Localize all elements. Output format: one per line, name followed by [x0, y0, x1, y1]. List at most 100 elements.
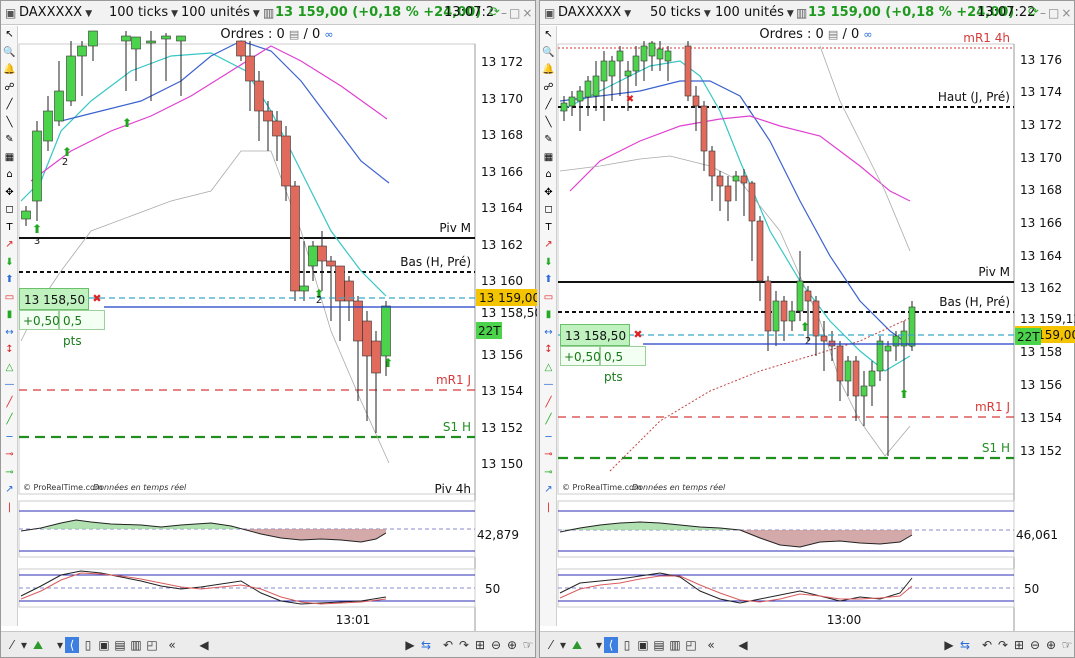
text-icon[interactable]: T	[545, 221, 552, 233]
arrow-icon[interactable]: ↗	[544, 239, 553, 250]
units-selector[interactable]: 100 unités ▼	[715, 4, 794, 22]
list-icon[interactable]: ▤	[114, 638, 126, 652]
zoom-icon[interactable]: 🔍	[542, 46, 555, 58]
fill-icon[interactable]: ▮	[545, 309, 552, 320]
link-icon[interactable]: ∞	[863, 28, 873, 41]
table-icon[interactable]: ▥	[669, 638, 681, 652]
list-icon[interactable]: ▤	[653, 638, 665, 652]
ticket-points[interactable]: 0,5 pts	[59, 310, 105, 348]
plot-area[interactable]	[18, 43, 476, 495]
share-icon[interactable]: ⟨	[65, 637, 79, 653]
redo-icon[interactable]: ↷	[997, 638, 1009, 652]
link-icon[interactable]: ☍	[4, 81, 15, 93]
back-icon[interactable]: «	[168, 638, 176, 652]
indicator-icon[interactable]: ▣	[637, 638, 649, 652]
grid-icon[interactable]: ▦	[543, 151, 554, 163]
close-icon[interactable]: ✖	[633, 328, 643, 341]
line-icon[interactable]: ╱	[6, 99, 13, 110]
sync-scroll-icon[interactable]: ⇆	[959, 638, 971, 652]
layout-icon[interactable]: ◰	[146, 638, 158, 652]
lock-icon[interactable]: ▣	[5, 6, 17, 20]
sync-scroll-icon[interactable]: ⇆	[420, 638, 432, 652]
price-chart[interactable]: 13 172 13 170 13 168 13 166 13 164 13 162 13 1…	[1, 1, 537, 633]
pen-icon[interactable]: ✎	[544, 134, 553, 145]
ticket-price[interactable]: 13 158,50	[19, 288, 89, 310]
down-arrow-icon[interactable]: ⬇	[544, 256, 553, 268]
sync-icon[interactable]: ⟳	[489, 5, 500, 20]
move-icon[interactable]: ✥	[544, 186, 553, 198]
instrument-selector[interactable]: DAXXXXX ▼	[19, 4, 92, 22]
zoom-in-icon[interactable]: ⊕	[506, 638, 518, 652]
alert-icon[interactable]: 🔔	[542, 64, 555, 75]
ticket-increment[interactable]: +0,50	[19, 310, 60, 330]
layout-icon[interactable]: ◰	[685, 638, 697, 652]
move-icon[interactable]: ✥	[5, 186, 14, 198]
line-icon[interactable]: ╱	[545, 99, 552, 110]
rect-icon[interactable]: ◻	[544, 204, 553, 215]
close-icon[interactable]: ✖	[92, 292, 102, 305]
vertical-icon[interactable]: ↕	[544, 344, 553, 355]
window-controls[interactable]: –□×	[1040, 6, 1074, 20]
text-icon[interactable]: T	[6, 221, 13, 233]
zoom-fit-icon[interactable]: ⊞	[474, 638, 486, 652]
chart-type-icon[interactable]: ⛰	[571, 638, 583, 652]
zoom-fit-icon[interactable]: ⊞	[1013, 638, 1025, 652]
projection-icon[interactable]: ↗	[5, 484, 14, 495]
info-icon[interactable]: ▥	[796, 6, 808, 20]
cursor-icon[interactable]: ↖	[5, 29, 14, 40]
share-icon[interactable]: ⟨	[604, 637, 618, 653]
segment-icon[interactable]: ╱	[545, 414, 552, 425]
box-icon[interactable]: ▭	[4, 291, 15, 303]
candle-icon[interactable]: ▯	[623, 638, 631, 652]
level-icon[interactable]: ─	[545, 431, 552, 443]
chart-type-icon[interactable]: ⛰	[32, 638, 44, 652]
measure-icon[interactable]: ⊸	[5, 449, 14, 460]
redo-icon[interactable]: ↷	[458, 638, 470, 652]
cursor-mode-icon[interactable]: ☞	[1061, 638, 1073, 652]
price-chart[interactable]: 13 176 13 174 13 172 13 170 13 168 13 166 13 1…	[540, 1, 1075, 633]
lock-icon[interactable]: ▣	[544, 6, 556, 20]
scale-icon[interactable]: ⁄	[10, 638, 13, 652]
chevron-down-icon[interactable]: ▾	[56, 638, 64, 652]
hline-icon[interactable]: —	[4, 379, 15, 390]
level-icon[interactable]: ─	[6, 431, 13, 443]
back-icon[interactable]: «	[707, 638, 715, 652]
zoom-out-icon[interactable]: ⊖	[1029, 638, 1041, 652]
fill-icon[interactable]: ▮	[6, 309, 13, 320]
period-selector[interactable]: 50 ticks ▼	[650, 4, 711, 22]
vertical-icon[interactable]: ↕	[5, 344, 14, 355]
horizontal-icon[interactable]: ↔	[544, 326, 553, 338]
scroll-right-icon[interactable]: ▶	[405, 638, 415, 652]
sync-icon[interactable]: ⟳	[1028, 5, 1039, 20]
cursor-icon[interactable]: ↖	[544, 29, 553, 40]
cursor-mode-icon[interactable]: ☞	[522, 638, 534, 652]
window-controls[interactable]: –□×	[501, 6, 535, 20]
home-icon[interactable]: ⌂	[6, 169, 13, 180]
home-icon[interactable]: ⌂	[545, 169, 552, 180]
ticket-price[interactable]: 13 158,50	[560, 324, 630, 346]
orders-icon[interactable]: ▤	[827, 28, 839, 41]
pen-icon[interactable]: ✎	[5, 134, 14, 145]
undo-icon[interactable]: ↶	[981, 638, 993, 652]
undo-icon[interactable]: ↶	[442, 638, 454, 652]
triangle-icon[interactable]: △	[544, 361, 553, 373]
up-arrow-icon[interactable]: ⬆	[544, 274, 553, 285]
ticket-points[interactable]: 0,5 pts	[600, 346, 646, 384]
arrow-icon[interactable]: ↗	[5, 239, 14, 250]
period-selector[interactable]: 100 ticks ▼	[109, 4, 178, 22]
plot-area[interactable]	[557, 43, 1015, 495]
link-icon[interactable]: ☍	[543, 81, 554, 93]
projection-icon[interactable]: ↗	[544, 484, 553, 495]
chevron-down-icon[interactable]: ▾	[20, 638, 28, 652]
ticket-increment[interactable]: +0,50	[560, 346, 601, 366]
candle-icon[interactable]: ▯	[84, 638, 92, 652]
zoom-in-icon[interactable]: ⊕	[1045, 638, 1057, 652]
channel-icon[interactable]: ⊸	[5, 466, 14, 478]
box-icon[interactable]: ▭	[543, 291, 554, 303]
trend-icon[interactable]: ╲	[545, 116, 552, 128]
hline-icon[interactable]: —	[543, 379, 554, 390]
scale-icon[interactable]: ⁄	[549, 638, 552, 652]
alert-icon[interactable]: 🔔	[3, 64, 16, 75]
zoom-icon[interactable]: 🔍	[3, 46, 16, 58]
measure-icon[interactable]: ⊸	[544, 449, 553, 460]
